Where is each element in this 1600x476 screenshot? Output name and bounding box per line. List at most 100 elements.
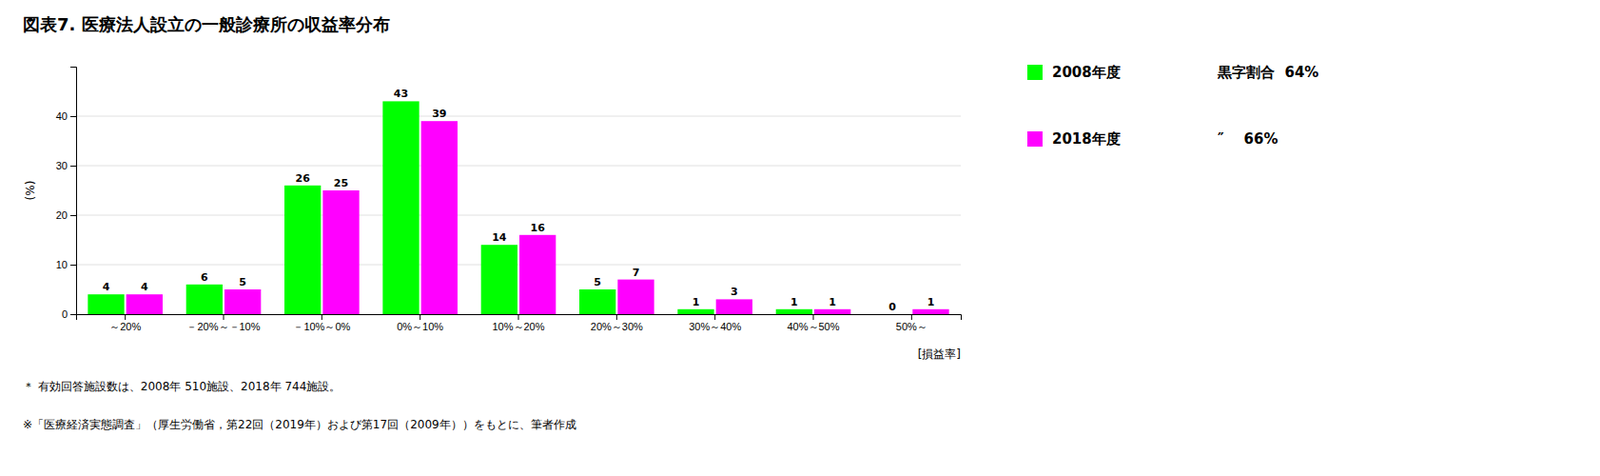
data-label: 7 <box>632 266 641 279</box>
tick-mark <box>70 214 77 216</box>
data-label: 3 <box>730 285 739 298</box>
bar <box>186 284 223 314</box>
bar <box>677 309 714 314</box>
legend-label: 2018年度 <box>1052 130 1121 148</box>
legend-swatch <box>1027 64 1043 80</box>
grid-line <box>76 165 961 167</box>
data-label: 6 <box>200 271 209 284</box>
data-label: 26 <box>295 172 312 185</box>
bar <box>421 120 458 314</box>
tick-mark <box>911 313 913 320</box>
y-tick-label: 30 <box>56 159 68 172</box>
tick-mark <box>419 313 421 320</box>
x-tick-label: 40%～50% <box>786 320 840 332</box>
y-tick: 40 <box>56 110 77 122</box>
series <box>126 120 950 314</box>
data-label: 4 <box>102 280 111 293</box>
data-label: 0 <box>888 300 897 313</box>
bar <box>617 279 654 314</box>
bar <box>382 100 419 314</box>
chart-svg: 図表7. 医療法人設立の一般診療所の収益率分布46264314511045253… <box>0 0 1600 476</box>
y-axis-title: (%) <box>23 180 38 201</box>
bar <box>322 190 359 314</box>
tick-mark <box>616 313 618 320</box>
x-tick-label: 30%～40% <box>688 320 742 332</box>
y-tick-label: 10 <box>56 258 68 271</box>
tick-mark <box>124 313 126 320</box>
x-tick: 40%～50% <box>786 313 840 332</box>
tick-mark <box>321 313 323 320</box>
bar <box>912 309 949 314</box>
legend-swatch <box>1027 131 1043 147</box>
tick-mark <box>518 313 520 320</box>
tick-mark <box>70 116 77 118</box>
y-axis: 0 10 20 30 40 <box>56 67 78 321</box>
legend-item: 2008年度黒字割合 64% <box>1027 63 1319 81</box>
data-label: 25 <box>333 176 349 190</box>
axis-domain <box>77 314 962 321</box>
x-tick-label: －10%～0% <box>292 320 351 332</box>
data-label: 14 <box>491 231 508 244</box>
axis-domain <box>70 67 78 315</box>
data-labels: 462643145110452539167311 <box>102 87 936 313</box>
footnote: ※「医療経済実態調査」（厚生労働省，第22回（2019年）および第17回（200… <box>22 417 577 431</box>
data-label: 43 <box>393 87 409 100</box>
data-label: 1 <box>790 295 799 309</box>
data-label: 1 <box>927 295 936 309</box>
data-label: 39 <box>431 107 447 120</box>
bar <box>874 313 911 315</box>
bar <box>579 289 616 314</box>
y-tick: 30 <box>56 159 77 172</box>
bar <box>481 244 518 314</box>
x-tick-label: 10%～20% <box>491 320 545 332</box>
tick-mark <box>70 264 77 266</box>
tick-mark <box>70 165 77 167</box>
bar <box>814 309 851 314</box>
x-tick: －10%～0% <box>292 313 351 332</box>
data-label: 1 <box>828 295 837 309</box>
legend-annotation: 黒字割合 64% <box>1216 63 1319 81</box>
x-tick-label: 50%～ <box>896 320 928 332</box>
data-label: 5 <box>238 275 247 289</box>
x-tick-label: ～20% <box>109 320 141 332</box>
data-label: 5 <box>593 275 602 289</box>
legend-annotation: ″ 66% <box>1217 130 1279 148</box>
bar <box>224 289 261 314</box>
x-tick: 20%～30% <box>590 313 644 332</box>
data-label: 1 <box>692 295 701 309</box>
x-tick: 30%～40% <box>688 313 742 332</box>
tick-mark <box>70 313 77 315</box>
x-axis-title: [損益率] <box>917 347 961 361</box>
x-tick-label: －20%～－10% <box>186 320 260 332</box>
legend: 2008年度黒字割合 64% 2018年度 ″ 66% <box>1027 63 1319 148</box>
bars <box>87 100 949 314</box>
tick-mark <box>223 313 225 320</box>
notes: ＊ 有効回答施設数は、2008年 510施設、2018年 744施設。 ※「医療経… <box>22 379 577 431</box>
bar <box>284 185 321 314</box>
bar <box>87 293 124 314</box>
bar <box>716 298 753 314</box>
bar <box>126 293 163 314</box>
tick-mark <box>813 313 815 320</box>
grid-line <box>76 214 961 216</box>
x-axis: ～20% －20%～－10% －10%～0% 0%～10% 10%～20% 20%～30%… <box>77 313 962 332</box>
y-tick-label: 20 <box>56 209 68 221</box>
bar <box>776 309 813 314</box>
x-tick: 10%～20% <box>491 313 545 332</box>
tick-mark <box>714 313 716 320</box>
bar <box>519 234 556 314</box>
x-tick: －20%～－10% <box>186 313 260 332</box>
series <box>87 100 813 314</box>
x-tick-label: 0%～10% <box>396 320 444 332</box>
y-tick: 0 <box>61 308 77 320</box>
x-tick-label: 20%～30% <box>590 320 644 332</box>
footnote: ＊ 有効回答施設数は、2008年 510施設、2018年 744施設。 <box>22 379 341 393</box>
x-tick: ～20% <box>109 313 141 332</box>
grid-line <box>76 116 961 118</box>
grid-line <box>76 264 961 266</box>
y-tick: 10 <box>56 258 77 271</box>
y-tick: 20 <box>56 209 77 221</box>
x-tick: 0%～10% <box>396 313 444 332</box>
legend-item: 2018年度 ″ 66% <box>1027 130 1279 148</box>
data-label: 16 <box>530 221 547 235</box>
